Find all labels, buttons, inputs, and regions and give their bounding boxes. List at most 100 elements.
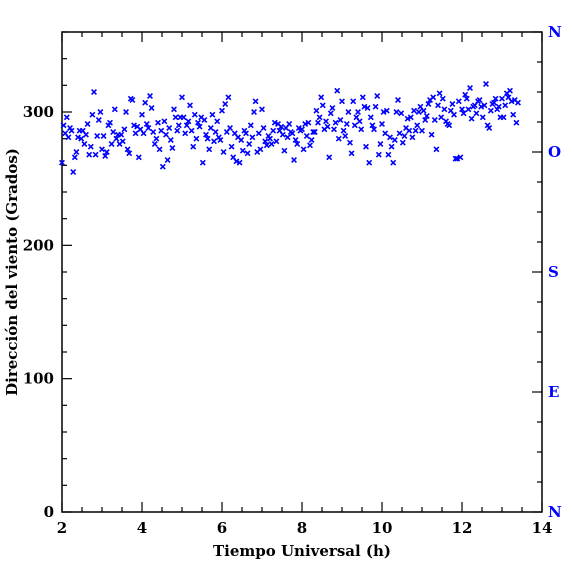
data-point-stroke — [135, 154, 142, 161]
data-point-stroke — [102, 153, 109, 159]
data-point — [348, 150, 355, 157]
data-point-stroke — [273, 138, 280, 145]
data-point-stroke — [78, 135, 85, 142]
data-point-stroke — [468, 115, 475, 122]
data-point-stroke — [462, 91, 469, 98]
data-point-stroke — [185, 118, 192, 125]
data-point — [185, 118, 192, 125]
data-point — [319, 102, 326, 109]
data-point — [374, 93, 381, 99]
data-point — [284, 134, 291, 141]
y-tick-label: 0 — [44, 503, 54, 521]
data-point-stroke — [393, 109, 400, 115]
axes-frame — [61, 31, 543, 513]
data-point-stroke — [447, 107, 454, 114]
data-point-stroke — [303, 133, 310, 139]
data-point — [481, 102, 488, 109]
data-point — [158, 127, 165, 134]
data-point-stroke — [507, 87, 513, 94]
data-point-stroke — [124, 146, 131, 153]
data-point — [70, 169, 77, 175]
data-point-stroke — [319, 102, 326, 109]
data-point — [307, 142, 313, 149]
data-point-stroke — [401, 133, 408, 139]
data-point — [315, 119, 321, 126]
data-point-stroke — [337, 117, 344, 123]
data-point-stroke — [211, 138, 217, 145]
data-point-stroke — [313, 107, 320, 114]
data-point — [299, 126, 305, 133]
data-point — [268, 141, 275, 147]
data-point-stroke — [190, 143, 197, 150]
data-point — [118, 131, 125, 138]
data-point — [251, 109, 257, 115]
data-point-stroke — [153, 135, 160, 142]
data-point-stroke — [374, 93, 381, 99]
compass-label-n: N — [548, 23, 562, 41]
data-point-stroke — [316, 114, 323, 121]
data-point — [345, 109, 352, 115]
data-point-stroke — [206, 146, 213, 153]
data-point-stroke — [94, 133, 101, 139]
data-point-stroke — [305, 119, 312, 126]
data-point-stroke — [260, 125, 267, 131]
data-point-stroke — [451, 111, 457, 118]
data-point — [75, 134, 81, 141]
data-point-stroke — [126, 150, 133, 157]
data-point-stroke — [175, 122, 182, 129]
data-point — [476, 97, 483, 103]
data-point — [233, 158, 240, 165]
data-point-stroke — [188, 127, 195, 134]
data-point — [87, 143, 94, 150]
data-point — [463, 95, 470, 102]
data-point-stroke — [187, 102, 193, 109]
data-point — [222, 101, 229, 107]
data-point-stroke — [270, 127, 277, 134]
data-point-stroke — [340, 127, 347, 134]
data-point — [385, 151, 392, 158]
data-point — [308, 137, 315, 143]
plot-frame — [61, 31, 543, 513]
data-point-stroke — [62, 130, 69, 137]
data-point-stroke — [209, 111, 216, 118]
data-point-stroke — [452, 155, 459, 162]
data-point — [182, 130, 189, 137]
data-point — [142, 99, 149, 106]
data-point-stroke — [113, 135, 120, 142]
data-point — [492, 95, 499, 102]
data-point-stroke — [231, 130, 238, 137]
data-point-stroke — [406, 127, 413, 134]
data-point — [396, 130, 403, 137]
data-point — [412, 127, 419, 134]
data-point — [190, 143, 197, 150]
x-tick-label: 8 — [297, 519, 307, 537]
data-point-stroke — [150, 129, 157, 135]
data-point-stroke — [276, 127, 283, 134]
data-point-stroke — [428, 131, 435, 138]
data-point — [279, 131, 286, 138]
data-point-stroke — [137, 126, 144, 133]
data-point — [468, 115, 475, 122]
data-point-stroke — [171, 106, 177, 113]
data-point-stroke — [132, 130, 139, 137]
data-point — [411, 107, 417, 114]
data-point — [206, 146, 213, 153]
data-point — [228, 143, 235, 150]
data-point-stroke — [382, 130, 389, 137]
data-point-stroke — [323, 118, 329, 125]
data-point-stroke — [239, 147, 246, 154]
data-point-stroke — [139, 111, 145, 118]
data-point — [302, 121, 309, 127]
data-point-stroke — [59, 159, 65, 166]
data-point-stroke — [436, 90, 443, 97]
data-point — [139, 111, 145, 118]
data-point-stroke — [481, 102, 488, 109]
data-point-stroke — [367, 114, 374, 121]
data-point — [267, 135, 273, 142]
data-point-stroke — [151, 141, 158, 147]
data-point-stroke — [310, 129, 317, 135]
data-point — [332, 119, 339, 126]
data-point — [431, 117, 438, 123]
data-point-stroke — [334, 87, 341, 94]
data-point-stroke — [347, 139, 353, 146]
